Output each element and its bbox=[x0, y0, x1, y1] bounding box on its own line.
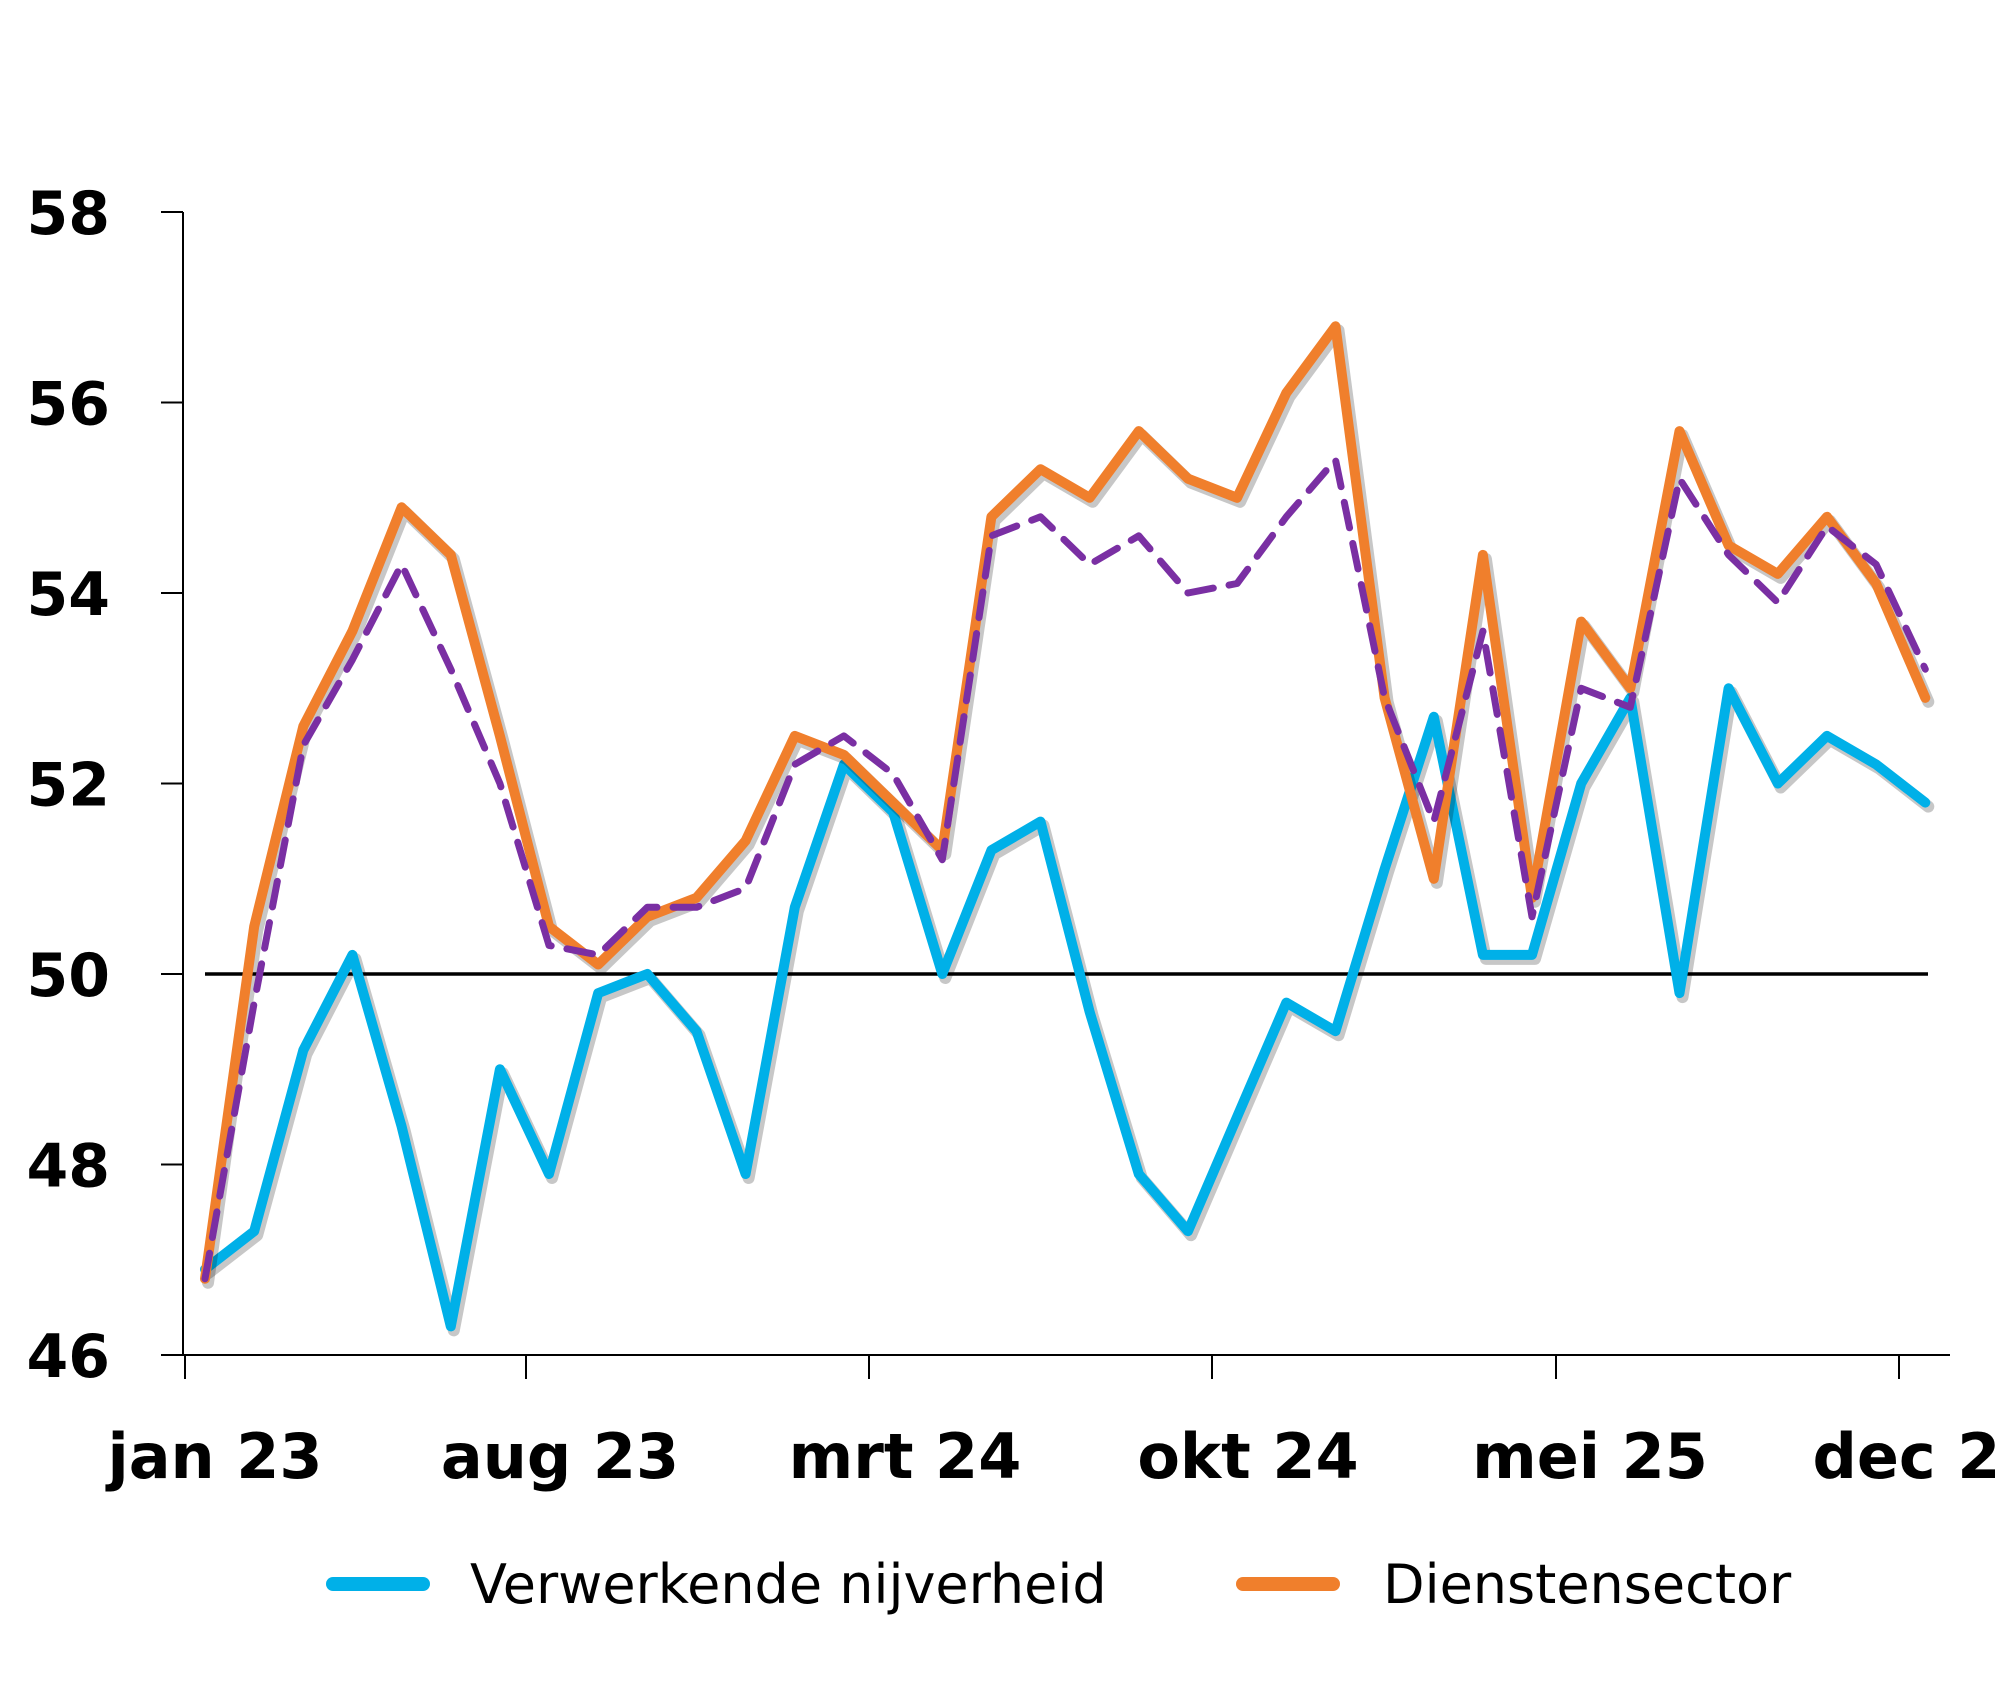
series-line-dashed-series bbox=[201, 456, 1929, 1283]
series-line-verwerkende-nijverheid bbox=[200, 683, 1931, 1332]
y-tick-label: 50 bbox=[27, 941, 111, 1011]
x-tick-label: mei 25 bbox=[1472, 1420, 1708, 1493]
series-line-dienstensector bbox=[200, 321, 1931, 1284]
legend-label: Verwerkende nijverheid bbox=[470, 1553, 1107, 1616]
y-tick-label: 56 bbox=[27, 370, 111, 440]
x-axis: jan 23 aug 23 mrt 24 okt 24 mei 25 dec 25 bbox=[104, 1354, 2000, 1493]
y-tick-label: 54 bbox=[27, 560, 111, 630]
x-tick-label: aug 23 bbox=[441, 1420, 679, 1493]
y-tick-label: 48 bbox=[27, 1132, 111, 1202]
y-tick-label: 58 bbox=[27, 179, 111, 249]
series-layer bbox=[200, 321, 1935, 1337]
x-tick-label: okt 24 bbox=[1137, 1420, 1358, 1493]
x-tick-label: jan 23 bbox=[104, 1420, 322, 1493]
x-tick-label: dec 25 bbox=[1812, 1420, 2000, 1493]
y-tick-label: 52 bbox=[27, 751, 111, 821]
y-axis: 46 48 50 52 54 56 58 bbox=[27, 179, 184, 1392]
legend-label: Dienstensector bbox=[1383, 1553, 1792, 1616]
y-tick-label: 46 bbox=[27, 1322, 111, 1392]
legend: Verwerkende nijverheid Dienstensector bbox=[326, 1553, 1792, 1616]
x-tick-label: mrt 24 bbox=[789, 1420, 1022, 1493]
